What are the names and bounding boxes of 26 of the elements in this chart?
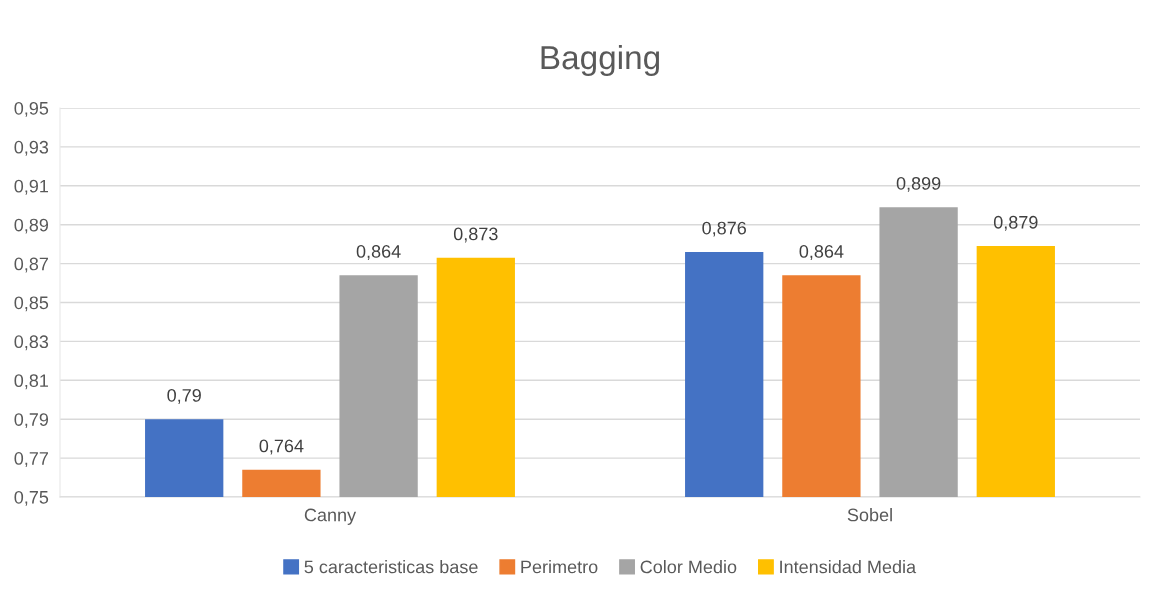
y-tick-label: 0,81	[14, 374, 49, 390]
y-tick-label: 0,77	[14, 452, 48, 467]
x-tick-label: Canny	[304, 508, 357, 525]
chart-title: Bagging	[541, 44, 660, 77]
legend-label: Perimetro	[521, 560, 598, 574]
data-label: 0,873	[453, 227, 498, 243]
legend-label: Color Medio	[640, 560, 737, 574]
legend-label: Intensidad Media	[780, 560, 917, 574]
data-label: 0,79	[167, 388, 201, 404]
data-label: 0,764	[259, 439, 304, 455]
y-tick-label: 0,79	[14, 413, 49, 429]
y-tick-label: 0,75	[14, 490, 49, 506]
data-label: 0,899	[896, 176, 941, 192]
data-label: 0,879	[993, 215, 1038, 231]
data-label: 0,876	[702, 221, 746, 237]
y-tick-label: 0,83	[14, 335, 49, 351]
y-tick-label: 0,95	[14, 101, 49, 117]
y-tick-label: 0,91	[14, 179, 49, 195]
y-tick-label: 0,85	[14, 296, 49, 312]
x-tick-label: Sobel	[847, 508, 892, 522]
data-label: 0,864	[799, 245, 844, 260]
y-tick-label: 0,87	[14, 257, 48, 273]
data-label: 0,864	[356, 245, 401, 260]
y-tick-label: 0,93	[14, 140, 49, 156]
legend-label: 5 caracteristicas base	[304, 560, 478, 574]
y-tick-label: 0,89	[14, 218, 49, 234]
